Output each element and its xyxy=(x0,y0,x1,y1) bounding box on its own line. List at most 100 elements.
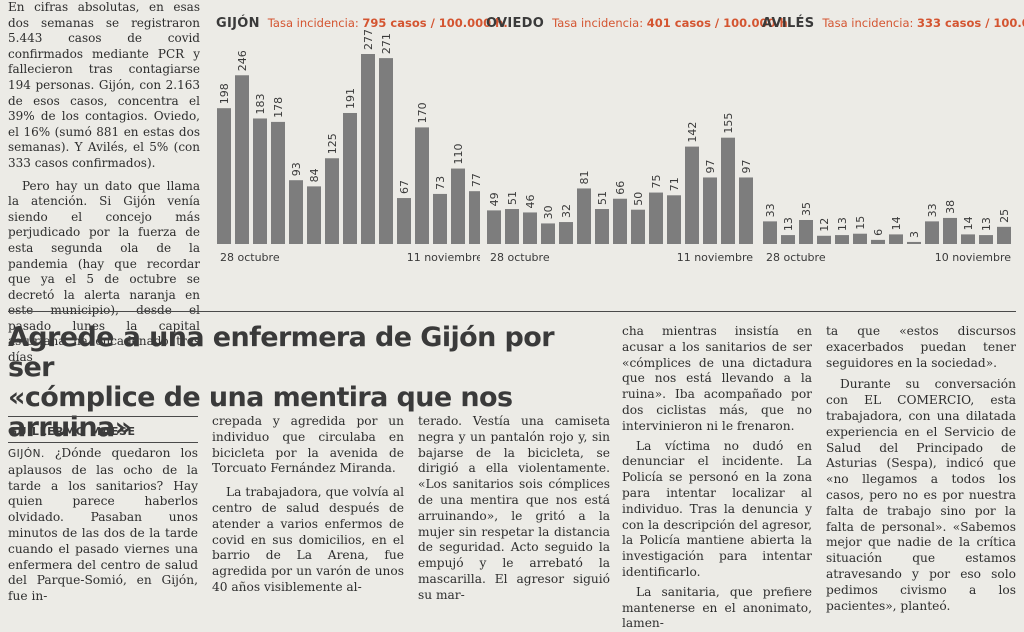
chart-oviedo: OVIEDO Tasa incidencia: 401 casos / 100.0… xyxy=(486,8,792,270)
intro-column: En cifras absolutas, en esas dos semanas… xyxy=(8,0,200,366)
bar-oviedo-8 xyxy=(613,198,627,244)
bar-oviedo-7 xyxy=(595,209,609,244)
article-headline: Agrede a una enfermera de Gijón por ser … xyxy=(8,323,608,443)
value-label-oviedo-3: 46 xyxy=(524,194,537,208)
value-label-gijon-9: 277 xyxy=(362,29,375,50)
city-tag: GIJÓN. xyxy=(8,448,45,460)
article-col4-p1: cha mientras insistía en acusar a los sa… xyxy=(622,324,812,433)
bar-oviedo-10 xyxy=(649,192,663,244)
article-column-3: terado. Vestía una camiseta negra y un p… xyxy=(418,414,610,604)
chart-oviedo-header: OVIEDO Tasa incidencia: 401 casos / 100.0… xyxy=(486,12,792,31)
bar-gijon-7 xyxy=(325,158,339,244)
chart-aviles: AVILÉS Tasa incidencia: 333 casos / 100.0… xyxy=(762,8,1024,270)
bar-aviles-2 xyxy=(781,235,795,244)
byline-rule-top xyxy=(8,416,198,417)
value-label-oviedo-7: 51 xyxy=(596,191,609,205)
value-label-oviedo-10: 75 xyxy=(650,175,663,189)
bar-gijon-14 xyxy=(451,168,465,244)
value-label-gijon-1: 198 xyxy=(218,83,231,104)
bar-gijon-6 xyxy=(307,186,321,244)
bar-oviedo-15 xyxy=(739,177,753,244)
value-label-aviles-12: 14 xyxy=(962,216,975,230)
value-label-oviedo-14: 155 xyxy=(722,113,735,134)
value-label-oviedo-15: 97 xyxy=(740,159,753,173)
article-column-1: GIJÓN. ¿Dónde quedaron los aplausos de l… xyxy=(8,446,198,605)
chart-aviles-title: AVILÉS xyxy=(762,16,815,31)
article-col3-p1: terado. Vestía una camiseta negra y un p… xyxy=(418,414,610,602)
bar-oviedo-9 xyxy=(631,209,645,244)
chart-aviles-rate-prefix: Tasa incidencia: xyxy=(822,16,918,30)
bar-aviles-4 xyxy=(817,235,831,244)
article-col5-p2: Durante su conversación con EL COMERCIO,… xyxy=(826,377,1016,613)
article-col5-p1: ta que «estos discursos exacerbados pued… xyxy=(826,324,1016,370)
bar-aviles-12 xyxy=(961,234,975,244)
value-label-aviles-1: 33 xyxy=(764,203,777,217)
value-label-oviedo-1: 49 xyxy=(488,192,501,206)
chart-oviedo-plot: 49 51 46 30 32 81 51 66 50 75 71 142 97 155 97 28 octub… xyxy=(487,113,754,264)
byline: GUILLERMO MAESE xyxy=(8,425,136,438)
bar-gijon-5 xyxy=(289,180,303,244)
article-col4-p3: La sanitaria, que prefiere mantenerse en… xyxy=(622,584,812,631)
x-label-end-gijon: 11 noviembre xyxy=(407,251,480,264)
bar-gijon-9 xyxy=(361,54,375,244)
x-label-end-oviedo: 11 noviembre xyxy=(677,251,754,264)
value-label-aviles-10: 33 xyxy=(926,203,939,217)
value-label-gijon-15: 77 xyxy=(470,173,480,187)
bar-oviedo-12 xyxy=(685,146,699,244)
value-label-oviedo-2: 51 xyxy=(506,191,519,205)
chart-oviedo-title: OVIEDO xyxy=(486,16,545,31)
section-divider xyxy=(8,311,1016,312)
value-label-oviedo-11: 71 xyxy=(668,177,681,191)
x-label-start-oviedo: 28 octubre xyxy=(490,251,550,264)
value-label-oviedo-4: 30 xyxy=(542,205,555,219)
x-label-end-aviles: 10 noviembre xyxy=(935,251,1012,264)
bar-oviedo-3 xyxy=(523,212,537,244)
bar-oviedo-14 xyxy=(721,137,735,244)
article-column-2: crepada y agredida por un individuo que … xyxy=(212,414,404,596)
bar-oviedo-1 xyxy=(487,210,501,244)
bar-aviles-1 xyxy=(763,221,777,244)
bar-oviedo-5 xyxy=(559,222,573,244)
value-label-aviles-11: 38 xyxy=(944,200,957,214)
chart-oviedo-rate-value: 401 casos / 100.000 h. xyxy=(646,16,793,30)
article-lead: GIJÓN. ¿Dónde quedaron los aplausos de l… xyxy=(8,446,198,605)
chart-oviedo-rate: Tasa incidencia: 401 casos / 100.000 h. xyxy=(552,16,792,30)
article-col4-p2: La víctima no dudó en denunciar el incid… xyxy=(622,438,812,579)
bar-oviedo-2 xyxy=(505,209,519,244)
value-label-gijon-13: 73 xyxy=(434,176,447,190)
value-label-aviles-13: 13 xyxy=(980,217,993,231)
value-label-oviedo-5: 32 xyxy=(560,204,573,218)
value-label-oviedo-8: 66 xyxy=(614,181,627,195)
bar-oviedo-4 xyxy=(541,223,555,244)
value-label-gijon-6: 84 xyxy=(308,168,321,182)
value-label-aviles-3: 35 xyxy=(800,202,813,216)
bar-gijon-10 xyxy=(379,58,393,244)
chart-gijon-header: GIJÓN Tasa incidencia: 795 casos / 100.00… xyxy=(216,12,508,31)
bar-aviles-14 xyxy=(997,226,1011,244)
article-lead-text: ¿Dónde quedaron los aplausos de las ocho… xyxy=(8,446,198,604)
bar-gijon-13 xyxy=(433,193,447,244)
bar-gijon-8 xyxy=(343,112,357,244)
value-label-gijon-8: 191 xyxy=(344,88,357,109)
byline-rule-bottom xyxy=(8,442,198,443)
article-col2-p2: La trabajadora, que volvía al centro de … xyxy=(212,485,404,594)
bar-oviedo-6 xyxy=(577,188,591,244)
headline-line-2: «cómplice de una mentira que nos arruina… xyxy=(8,382,513,443)
value-label-aviles-8: 14 xyxy=(890,216,903,230)
value-label-gijon-14: 110 xyxy=(452,144,465,165)
bar-gijon-12 xyxy=(415,127,429,244)
bar-gijon-3 xyxy=(253,118,267,244)
bar-aviles-6 xyxy=(853,233,867,244)
chart-aviles-header: AVILÉS Tasa incidencia: 333 casos / 100.0… xyxy=(762,12,1024,31)
bar-gijon-11 xyxy=(397,198,411,244)
value-label-gijon-5: 93 xyxy=(290,162,303,176)
bar-gijon-2 xyxy=(235,75,249,244)
bar-oviedo-13 xyxy=(703,177,717,244)
bar-aviles-9 xyxy=(907,241,921,244)
article-column-5: ta que «estos discursos exacerbados pued… xyxy=(826,324,1016,614)
value-label-gijon-11: 67 xyxy=(398,180,411,194)
value-label-oviedo-12: 142 xyxy=(686,122,699,143)
chart-aviles-rate: Tasa incidencia: 333 casos / 100.000 h. xyxy=(822,16,1024,30)
chart-gijon-title: GIJÓN xyxy=(216,16,260,31)
article-col2-p1: crepada y agredida por un individuo que … xyxy=(212,414,404,476)
